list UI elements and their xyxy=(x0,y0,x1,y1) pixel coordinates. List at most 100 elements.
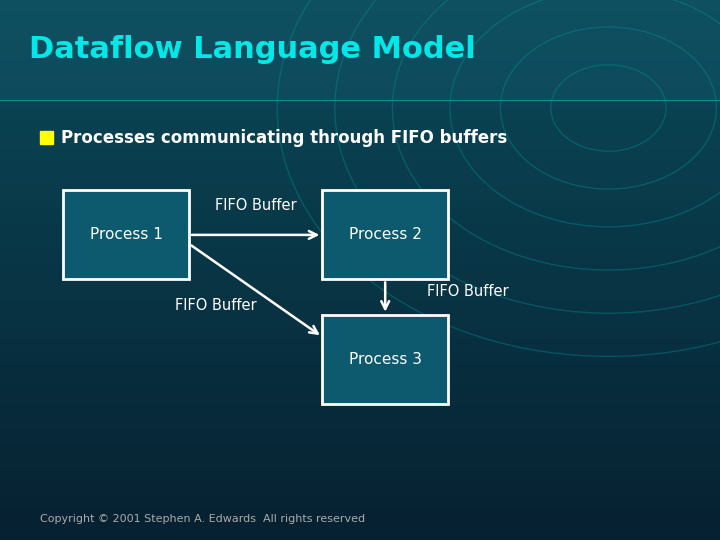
Bar xyxy=(0,46,720,48)
Bar xyxy=(0,328,720,331)
Bar xyxy=(0,119,720,123)
Bar xyxy=(40,131,53,144)
Bar xyxy=(0,443,720,447)
Bar xyxy=(0,356,720,360)
Bar xyxy=(0,66,720,68)
Bar xyxy=(0,220,720,223)
Bar xyxy=(0,0,720,4)
Bar xyxy=(0,201,720,205)
Bar xyxy=(0,238,720,241)
Bar xyxy=(0,471,720,475)
Bar xyxy=(0,536,720,540)
Bar xyxy=(0,8,720,10)
Bar xyxy=(0,274,720,277)
Bar xyxy=(0,263,720,266)
Bar xyxy=(0,86,720,90)
Bar xyxy=(0,86,720,88)
Bar xyxy=(0,4,720,6)
Bar xyxy=(0,259,720,263)
Bar xyxy=(0,400,720,403)
Bar xyxy=(0,20,720,22)
Text: Dataflow Language Model: Dataflow Language Model xyxy=(29,36,475,64)
Bar xyxy=(0,16,720,18)
Bar xyxy=(0,255,720,259)
Bar xyxy=(0,96,720,98)
Text: Copyright © 2001 Stephen A. Edwards  All rights reserved: Copyright © 2001 Stephen A. Edwards All … xyxy=(40,515,365,524)
Bar xyxy=(0,83,720,86)
Bar xyxy=(0,140,720,144)
Bar xyxy=(0,12,720,14)
Bar xyxy=(0,144,720,147)
Bar xyxy=(0,389,720,393)
Text: FIFO Buffer: FIFO Buffer xyxy=(427,284,509,299)
Text: Process 2: Process 2 xyxy=(348,227,422,242)
Bar xyxy=(0,54,720,58)
Bar xyxy=(0,26,720,28)
Bar xyxy=(0,428,720,432)
Bar xyxy=(0,0,720,2)
Bar xyxy=(0,187,720,191)
Bar xyxy=(0,396,720,400)
Bar xyxy=(0,147,720,151)
Bar xyxy=(0,439,720,443)
Bar xyxy=(0,382,720,385)
Bar xyxy=(0,56,720,58)
Bar xyxy=(0,191,720,194)
Bar xyxy=(0,166,720,169)
Bar xyxy=(0,44,720,46)
Bar xyxy=(0,468,720,471)
Bar xyxy=(0,518,720,522)
Bar xyxy=(0,82,720,84)
Bar xyxy=(0,511,720,515)
Bar xyxy=(0,62,720,64)
Bar xyxy=(0,68,720,70)
Bar xyxy=(0,464,720,468)
Bar xyxy=(0,342,720,346)
Bar xyxy=(0,58,720,61)
Bar xyxy=(0,50,720,52)
Text: Processes communicating through FIFO buffers: Processes communicating through FIFO buf… xyxy=(61,129,508,147)
Bar xyxy=(0,52,720,54)
Bar xyxy=(0,227,720,231)
Bar xyxy=(0,60,720,62)
Bar xyxy=(0,501,720,504)
Bar xyxy=(0,36,720,38)
Bar xyxy=(0,151,720,155)
Bar xyxy=(0,522,720,525)
Bar xyxy=(0,184,720,187)
Text: Process 1: Process 1 xyxy=(89,227,163,242)
Bar xyxy=(0,98,720,100)
Bar xyxy=(0,78,720,80)
Bar xyxy=(0,7,720,11)
Bar xyxy=(0,493,720,497)
Bar xyxy=(0,30,720,32)
Bar xyxy=(0,93,720,97)
Bar xyxy=(0,393,720,396)
Bar xyxy=(0,104,720,108)
Bar xyxy=(0,234,720,238)
Bar xyxy=(0,64,720,66)
Bar xyxy=(0,24,720,26)
Bar xyxy=(323,191,448,280)
Bar xyxy=(63,191,189,280)
Bar xyxy=(0,39,720,43)
Bar xyxy=(0,508,720,511)
Bar xyxy=(0,223,720,227)
Bar xyxy=(0,79,720,83)
Bar xyxy=(0,34,720,36)
Bar xyxy=(0,231,720,234)
Bar xyxy=(0,10,720,12)
Bar xyxy=(0,425,720,428)
Bar xyxy=(0,32,720,34)
Bar xyxy=(0,457,720,461)
Bar xyxy=(0,48,720,50)
Bar xyxy=(0,90,720,92)
Bar xyxy=(0,38,720,40)
Bar xyxy=(0,277,720,281)
Bar xyxy=(0,76,720,79)
Bar xyxy=(0,74,720,76)
Bar xyxy=(0,90,720,93)
Bar xyxy=(0,403,720,407)
Bar xyxy=(0,15,720,18)
Bar xyxy=(0,320,720,324)
